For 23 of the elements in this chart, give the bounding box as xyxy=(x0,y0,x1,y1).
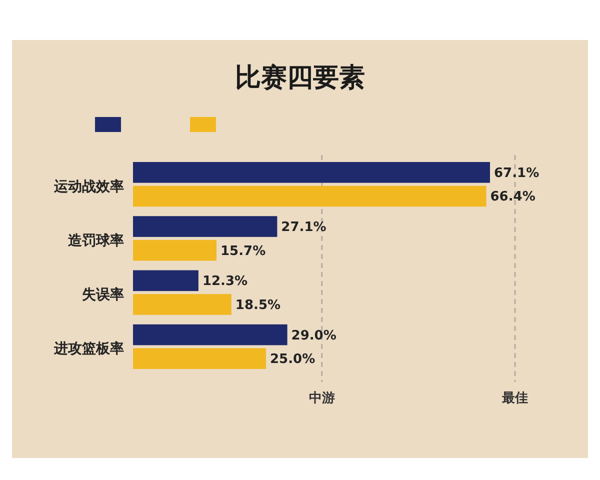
data-label: 66.4% xyxy=(490,190,536,205)
bar xyxy=(133,294,232,315)
bar xyxy=(133,162,490,183)
bar xyxy=(133,270,198,292)
bar xyxy=(133,348,266,369)
y-tick-label: 失误率 xyxy=(82,286,124,304)
bar xyxy=(133,216,278,237)
bar xyxy=(133,324,288,346)
ref-line-label: 最佳 xyxy=(501,391,528,406)
chart-title: 比赛四要素 xyxy=(235,63,365,93)
data-label: 25.0% xyxy=(270,352,316,368)
data-label: 15.7% xyxy=(220,244,266,259)
data-label: 67.1% xyxy=(494,166,540,181)
data-label: 29.0% xyxy=(291,328,336,344)
data-label: 12.3% xyxy=(202,274,248,290)
bar xyxy=(133,240,217,261)
data-label: 18.5% xyxy=(235,298,281,313)
y-tick-label: 运动战效率 xyxy=(53,178,124,195)
y-tick-label: 造罚球率 xyxy=(67,232,124,249)
data-label: 27.1% xyxy=(281,220,326,236)
y-tick-label: 进攻篮板率 xyxy=(53,340,124,358)
ref-line-label: 中游 xyxy=(308,391,335,406)
bar xyxy=(133,186,486,207)
